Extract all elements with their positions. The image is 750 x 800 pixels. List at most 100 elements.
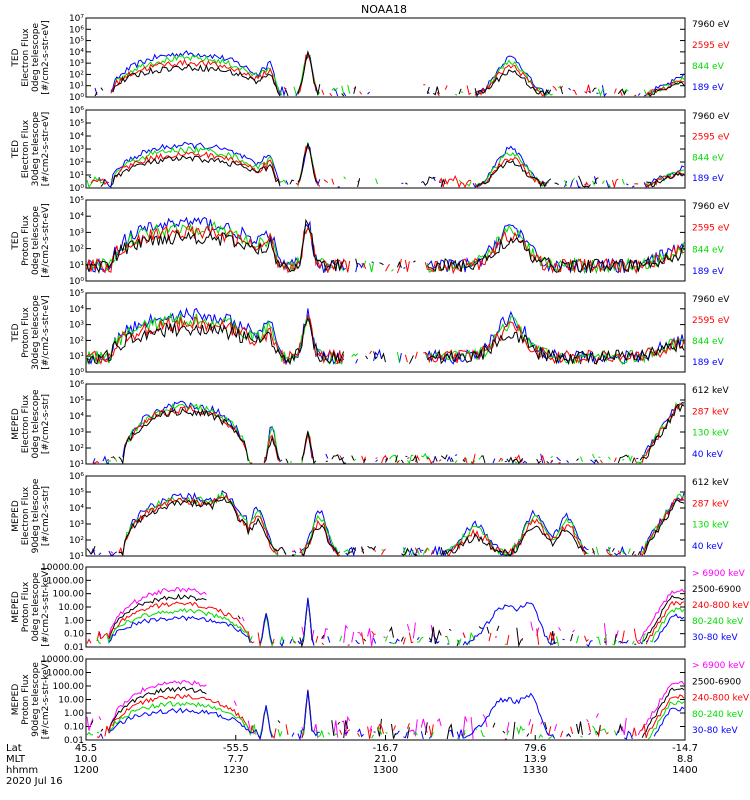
x-tick-lat: -16.7 [373,743,399,754]
y-axis-label-line: MEPED [11,591,21,623]
series-trace [108,597,685,647]
series-trace [86,142,685,189]
y-axis-label-line: MEPED [11,408,21,440]
y-tick-label: 10⁴ [69,212,84,222]
series-trace [90,490,685,557]
y-axis-label-line: [#/cm2-s-str-keV] [41,567,51,646]
y-tick-label: 10⁶ [69,472,84,482]
y-axis-label-line: MEPED [11,684,21,716]
y-axis-label: TED Electron Flux 0deg telescope [#/cm2-s-s… [11,20,51,95]
legend-entry: 189 eV [692,358,725,368]
x-tick-hhmm: 1330 [523,765,548,776]
series-trace [86,497,685,557]
y-tick-label: 10³ [69,59,84,69]
y-axis-label-line: Electron Flux [21,28,31,87]
y-tick-label: 10² [69,536,84,546]
y-tick-label: 10⁷ [69,14,84,24]
y-tick-label: 10⁵ [69,396,84,406]
y-tick-label: 10³ [69,145,84,155]
series-trace [110,54,685,97]
legend-entry: 844 eV [692,153,725,163]
y-axis-label-line: [#/cm2-s-str-eV] [41,20,51,95]
legend-entry: 30-80 keV [692,726,738,736]
legend-entry: 130 keV [692,429,729,439]
y-tick-label: 10⁵ [69,289,84,299]
y-tick-label: 10² [69,245,84,255]
legend-entry: 80-240 keV [692,617,744,627]
y-axis-label-line: [#/cm2-s-str-keV] [41,660,51,739]
y-axis-label-line: [#/cm2-s-str-eV] [41,112,51,187]
series-trace [86,216,685,274]
legend-entry: 240-800 keV [692,694,750,704]
y-axis-label-line: [#/cm2-s-str] [41,394,51,454]
y-tick-label: 0.10 [64,723,84,733]
y-tick-label: 1000.00 [47,669,84,679]
y-tick-label: 10⁰ [69,368,84,378]
legend-entry: 7960 eV [692,112,730,122]
y-tick-label: 10² [69,336,84,346]
y-tick-label: 10⁵ [69,37,84,47]
panel-6: 10¹ 10² 10³ 10⁴ 10⁵ 10⁶ MEPED Electron Flux 90de… [11,472,729,562]
y-tick-label: 100.00 [53,590,85,600]
y-axis-label-line: TED [11,48,21,67]
panel-frame [85,17,686,98]
legend-entry: 7960 eV [692,202,730,212]
series-trace [106,401,685,465]
y-tick-label: 10³ [69,228,84,238]
y-tick-label: 0.10 [64,630,84,640]
series-trace [86,314,685,366]
series-trace [106,403,685,465]
y-tick-label: 10⁶ [69,25,84,35]
series-trace [86,221,685,275]
y-axis-label-line: [#/cm2-s-str-eV] [41,295,51,370]
y-tick-label: 10000.00 [41,563,84,573]
panel-7: 0.010.101.0010.00100.001000.0010000.00ME… [11,563,750,653]
y-tick-label: 10¹ [69,82,84,92]
y-tick-label: 1.00 [64,616,84,626]
y-axis-label-line: Proton Flux [21,307,31,358]
legend-entry: 2595 eV [692,224,730,234]
x-tick-mlt: 21.0 [374,754,396,765]
legend-entry: 240-800 keV [692,601,750,611]
series-trace [100,690,685,741]
x-tick-lat: -14.7 [672,743,698,754]
x-tick-hhmm: 1200 [73,765,98,776]
y-tick-label: 10¹ [69,352,84,362]
y-axis-label: TED Proton Flux 30deg telescope [#/cm2-s-st… [11,295,51,370]
y-axis-label-line: 90deg telescope [31,478,41,553]
panel-3: 10⁰ 10¹ 10² 10³ 10⁴ 10⁵ TED Proton Flux 0deg tel… [11,196,730,287]
x-tick-mlt: 13.9 [524,754,546,765]
panel-frame [85,109,686,189]
legend-entry: 2595 eV [692,133,730,143]
panel-frame [85,566,686,648]
y-tick-label: 100.00 [53,682,85,692]
y-tick-label: 10⁴ [69,412,84,422]
legend-entry: 40 keV [692,450,724,460]
legend-entry: 612 keV [692,478,729,488]
date-label: 2020 Jul 16 [6,776,63,787]
panel-4: 10⁰ 10¹ 10² 10³ 10⁴ 10⁵ TED Proton Flux 30deg te… [11,289,730,378]
y-tick-label: 10⁰ [69,277,84,287]
panel-frame [85,199,686,282]
x-tick-hhmm: 1230 [223,765,248,776]
legend-entry: 287 keV [692,407,729,417]
y-tick-label: 10⁴ [69,305,84,315]
y-axis-label-line: MEPED [11,500,21,532]
legend-entry: 130 keV [692,521,729,531]
x-tick-hhmm: 1300 [373,765,398,776]
y-axis-label-line: Electron Flux [21,486,31,545]
legend-entry: 844 eV [692,245,725,255]
legend-entry: > 6900 keV [692,661,746,671]
y-axis-label-line: 0deg telescope [31,23,41,93]
y-axis-label-line: 30deg telescope [31,295,41,370]
series-trace [86,598,685,648]
y-tick-label: 10⁵ [69,119,84,129]
x-tick-lat: -55.5 [223,743,249,754]
series-trace [96,689,685,740]
y-tick-label: 1000.00 [47,576,84,586]
y-axis-label-line: [#/cm2-s-str-eV] [41,203,51,278]
